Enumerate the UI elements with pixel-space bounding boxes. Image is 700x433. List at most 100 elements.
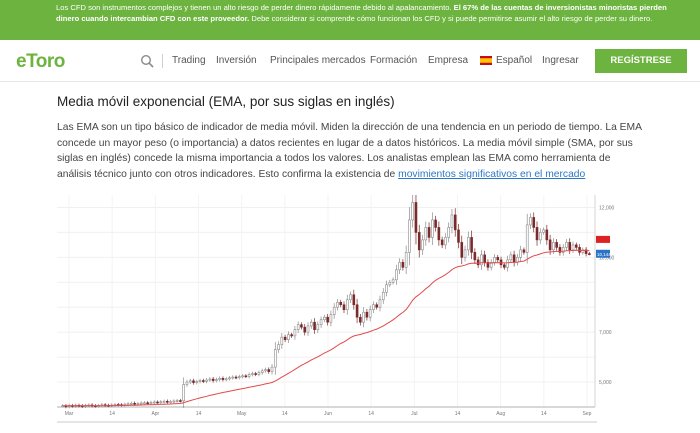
chart-candle-body bbox=[417, 232, 421, 251]
chart-x-tick-label: 14 bbox=[368, 411, 374, 417]
chart-candle-body bbox=[450, 214, 454, 228]
chart-candle-body bbox=[545, 229, 549, 241]
chart-plot-area bbox=[57, 195, 595, 407]
chart-x-tick-label: Jun bbox=[324, 411, 332, 417]
chart-candle-body bbox=[175, 400, 179, 402]
chart-candle-body bbox=[378, 299, 382, 308]
search-icon[interactable] bbox=[140, 54, 154, 68]
chart-candle-body bbox=[408, 219, 411, 253]
login-link[interactable]: Ingresar bbox=[542, 55, 579, 66]
article-title: Media móvil exponencial (EMA, por sus si… bbox=[57, 94, 395, 109]
chart-candle-body bbox=[431, 219, 434, 238]
nav-item-empresa[interactable]: Empresa bbox=[428, 55, 469, 66]
chart-candle-body bbox=[581, 249, 585, 253]
chart-y-tick-label: 10,000 bbox=[599, 255, 615, 261]
chart-candle-body bbox=[388, 281, 392, 286]
chart-candle-body bbox=[453, 214, 457, 231]
article-paragraph: Las EMA son un tipo básico de indicador … bbox=[57, 120, 647, 182]
nav-item-principales-mercados[interactable]: Principales mercados bbox=[270, 55, 366, 66]
chart-candle-body bbox=[293, 329, 297, 337]
nav-item-formacion[interactable]: Formación bbox=[370, 55, 418, 66]
svg-text:eToro: eToro bbox=[16, 51, 65, 72]
chart-candle-body bbox=[411, 202, 414, 221]
chart-candle-body bbox=[208, 378, 212, 381]
article-body-text: Las EMA son un tipo básico de indicador … bbox=[57, 122, 642, 180]
chart-candle-body bbox=[228, 377, 231, 380]
chart-candle-body bbox=[496, 257, 500, 261]
chart-candle-body bbox=[476, 259, 480, 266]
chart-candle-body bbox=[277, 344, 280, 350]
chart-candle-body bbox=[424, 227, 428, 241]
chart-candle-body bbox=[578, 247, 581, 253]
chart-candle-body bbox=[300, 324, 303, 328]
chart-candle-body bbox=[234, 376, 238, 379]
chart-candle-body bbox=[238, 376, 241, 378]
chart-candle-body bbox=[273, 349, 277, 368]
chart-candle-body bbox=[172, 400, 176, 403]
language-selector[interactable]: Español bbox=[496, 55, 533, 66]
chart-candle-body bbox=[251, 373, 254, 375]
market-movements-link[interactable]: movimientos significativos en el mercado bbox=[398, 168, 586, 180]
chart-x-tick-label: 14 bbox=[282, 411, 288, 417]
chart-candle-body bbox=[339, 301, 343, 306]
chart-candle-body bbox=[182, 384, 185, 402]
chart-candle-body bbox=[192, 380, 195, 383]
chart-candle-body bbox=[574, 244, 578, 248]
chart-candle-body bbox=[444, 237, 447, 246]
chart-candle-body bbox=[290, 334, 293, 337]
chart-ema-line bbox=[62, 249, 590, 407]
chart-candle-body bbox=[316, 324, 320, 330]
chart-candle-body bbox=[359, 316, 362, 323]
chart-candle-body bbox=[355, 304, 359, 318]
chart-candle-body bbox=[267, 369, 271, 372]
chart-candle-body bbox=[552, 242, 555, 251]
chart-x-tick-label: Jul bbox=[411, 411, 417, 417]
chart-candle-body bbox=[283, 336, 287, 340]
chart-candle-body bbox=[319, 319, 323, 325]
chart-candle-body bbox=[558, 247, 562, 253]
chart-x-tick-label: 14 bbox=[541, 411, 547, 417]
chart-candle-body bbox=[303, 326, 307, 333]
nav-item-trading[interactable]: Trading bbox=[172, 55, 206, 66]
chart-candle-body bbox=[473, 252, 477, 261]
chart-candle-body bbox=[381, 291, 385, 301]
chart-candle-body bbox=[349, 294, 352, 301]
ema-chart-svg: Mar 14 Apr 14 May 14 Jun 14 Jul 14 Aug 14 Sep 12,000 1… bbox=[57, 195, 615, 423]
chart-candle-body bbox=[326, 316, 329, 323]
chart-y-tick-label: 5,000 bbox=[599, 380, 612, 386]
chart-candle-body bbox=[489, 262, 493, 268]
chart-candle-body bbox=[565, 242, 568, 248]
chart-candle-body bbox=[224, 378, 228, 381]
spain-flag-icon[interactable] bbox=[480, 56, 492, 65]
chart-candle-body bbox=[143, 402, 146, 405]
chart-candle-body bbox=[313, 321, 316, 330]
etoro-logo[interactable]: eToro bbox=[16, 48, 78, 74]
chart-candle-body bbox=[329, 314, 333, 323]
chart-candle-body bbox=[493, 257, 496, 263]
chart-candle-body bbox=[427, 227, 431, 238]
chart-candle-body bbox=[368, 309, 372, 318]
ema-chart: Mar 14 Apr 14 May 14 Jun 14 Jul 14 Aug 14 Sep 12,000 1… bbox=[57, 195, 627, 433]
chart-candle-body bbox=[434, 219, 437, 228]
chart-y-tick-label: 12,000 bbox=[599, 205, 615, 211]
chart-candle-body bbox=[375, 304, 379, 308]
chart-candle-body bbox=[218, 378, 221, 380]
top-navigation: eToro Trading Inversión Principales merc… bbox=[0, 40, 700, 82]
chart-candle-body bbox=[522, 249, 526, 253]
chart-candle-body bbox=[503, 264, 506, 268]
nav-item-inversion[interactable]: Inversión bbox=[216, 55, 257, 66]
chart-candle-body bbox=[159, 401, 163, 404]
chart-candle-body bbox=[532, 217, 536, 228]
chart-candle-body bbox=[211, 378, 215, 381]
chart-candle-body bbox=[467, 237, 470, 251]
chart-candle-body bbox=[542, 229, 545, 233]
chart-candle-body bbox=[260, 370, 264, 373]
chart-x-tick-label: Apr bbox=[151, 411, 159, 417]
chart-candle-body bbox=[568, 242, 572, 251]
register-button[interactable]: REGÍSTRESE bbox=[595, 49, 687, 73]
chart-candle-body bbox=[136, 403, 140, 405]
chart-candle-body bbox=[254, 373, 257, 375]
chart-candle-body bbox=[126, 403, 130, 406]
chart-candle-body bbox=[179, 400, 182, 402]
chart-candle-body bbox=[247, 374, 251, 377]
